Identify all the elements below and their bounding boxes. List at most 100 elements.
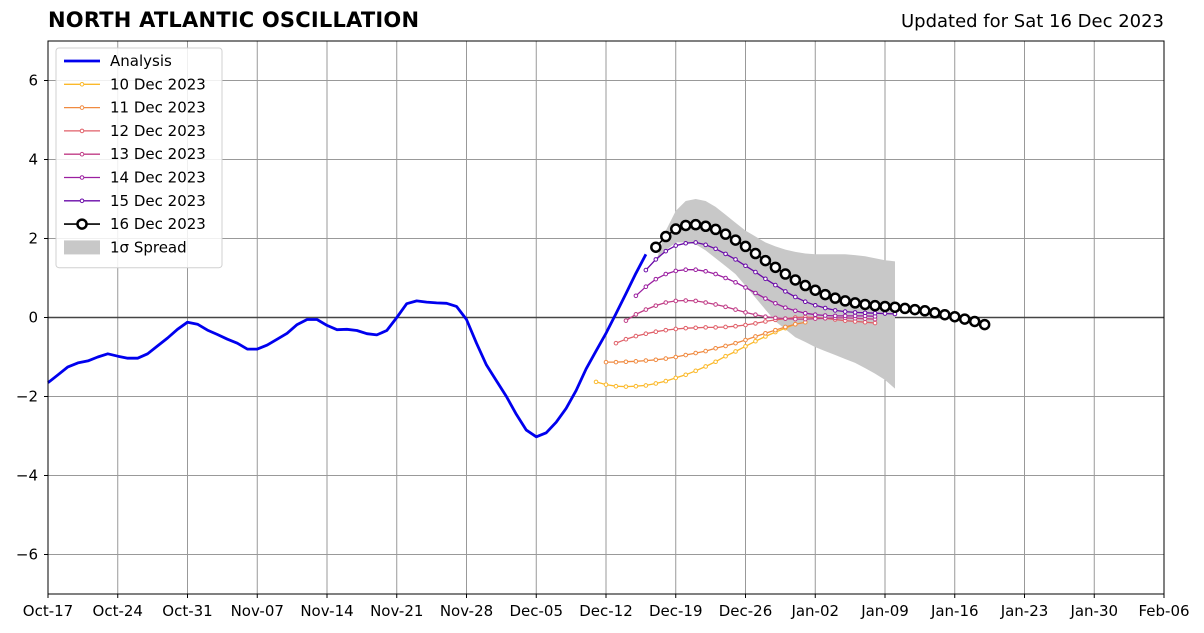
forecast-point (839, 295, 851, 307)
forecast-point (633, 293, 639, 299)
forecast-point (699, 220, 712, 233)
forecast-point (743, 337, 748, 343)
spread-band-layer (655, 199, 895, 389)
forecast-point (723, 304, 728, 310)
forecast-point (603, 382, 609, 387)
forecast-point (899, 302, 911, 315)
series-layer (47, 218, 991, 439)
forecast-point (643, 284, 649, 289)
legend-label: 10 Dec 2023 (110, 75, 206, 93)
legend-label: 16 Dec 2023 (110, 215, 206, 233)
forecast-point (703, 242, 708, 248)
x-tick-label: Jan-30 (1069, 602, 1118, 620)
forecast-point (949, 310, 961, 323)
x-tick-label: Nov-28 (440, 602, 493, 620)
forecast-point (919, 305, 931, 317)
forecast-point (723, 353, 728, 359)
forecast-point (789, 274, 802, 286)
legend: Analysis 10 Dec 2023 11 Dec 2023 12 Dec 202… (55, 47, 223, 269)
forecast-point (653, 276, 659, 282)
x-tick-label: Oct-24 (93, 602, 143, 620)
forecast-point (773, 300, 778, 306)
x-tick-label: Feb-06 (1138, 602, 1189, 620)
forecast-point (793, 321, 798, 327)
forecast-point (879, 300, 891, 313)
forecast-series (603, 319, 808, 365)
forecast-point (633, 383, 639, 389)
forecast-series (643, 240, 898, 317)
forecast-series (650, 218, 991, 331)
forecast-point (653, 303, 659, 308)
forecast-point (733, 323, 738, 329)
x-tick-label: Dec-05 (509, 602, 563, 620)
forecast-point (749, 247, 762, 260)
forecast-point (852, 310, 858, 315)
legend-label: 11 Dec 2023 (110, 99, 206, 117)
forecast-point (753, 269, 758, 275)
forecast-point (869, 299, 881, 312)
forecast-point (593, 379, 599, 385)
forecast-point (849, 297, 861, 309)
forecast-point (763, 331, 768, 336)
x-tick-label: Dec-26 (719, 602, 773, 620)
forecast-point (978, 318, 991, 331)
forecast-series (623, 298, 878, 323)
forecast-point (733, 340, 738, 346)
legend-label: 12 Dec 2023 (110, 122, 206, 140)
legend-swatch-spread (64, 240, 100, 255)
forecast-point (743, 344, 748, 349)
x-tick-label: Dec-12 (579, 602, 633, 620)
forecast-point (799, 279, 812, 292)
forecast-point (683, 267, 689, 273)
forecast-point (763, 296, 768, 301)
forecast-point (713, 359, 718, 365)
forecast-point (650, 241, 662, 253)
legend-label: Analysis (110, 52, 172, 70)
forecast-point (709, 223, 722, 236)
forecast-point (739, 240, 752, 253)
forecast-point (802, 299, 808, 305)
y-tick-label: 6 (28, 72, 38, 90)
forecast-point (673, 298, 679, 304)
forecast-point (633, 333, 639, 339)
forecast-point (842, 313, 848, 319)
x-tick-label: Jan-09 (860, 602, 909, 620)
forecast-point (733, 349, 738, 354)
forecast-point (660, 230, 672, 243)
forecast-point (673, 375, 679, 381)
forecast-point (753, 338, 758, 344)
forecast-point (663, 271, 669, 277)
legend-swatch-marker (79, 82, 85, 87)
forecast-point (623, 318, 629, 323)
forecast-point (703, 348, 708, 354)
forecast-series (633, 267, 878, 319)
forecast-point (623, 384, 629, 389)
forecast-point (723, 251, 728, 257)
forecast-point (763, 276, 768, 282)
forecast-point (809, 284, 821, 296)
forecast-point (723, 343, 728, 349)
legend-swatch-marker (79, 175, 85, 180)
legend-swatch-marker (79, 198, 85, 204)
x-tick-label: Oct-17 (23, 602, 73, 620)
updated-date: Updated for Sat 16 Dec 2023 (900, 11, 1164, 32)
forecast-point (842, 309, 848, 314)
forecast-point (793, 308, 798, 314)
legend-label: 13 Dec 2023 (110, 145, 206, 163)
forecast-point (683, 325, 689, 331)
forecast-point (673, 326, 679, 332)
forecast-point (812, 316, 818, 321)
forecast-point (673, 268, 679, 274)
legend-label: 1σ Spread (110, 238, 187, 256)
forecast-point (743, 322, 748, 328)
forecast-point (723, 275, 728, 281)
legend-label: 14 Dec 2023 (110, 169, 206, 187)
y-tick-label: −6 (16, 546, 38, 564)
forecast-point (743, 285, 748, 290)
forecast-point (703, 325, 708, 330)
forecast-point (802, 316, 808, 322)
forecast-point (909, 303, 921, 316)
forecast-point (872, 320, 878, 326)
forecast-point (670, 223, 682, 235)
forecast-point (633, 359, 639, 364)
